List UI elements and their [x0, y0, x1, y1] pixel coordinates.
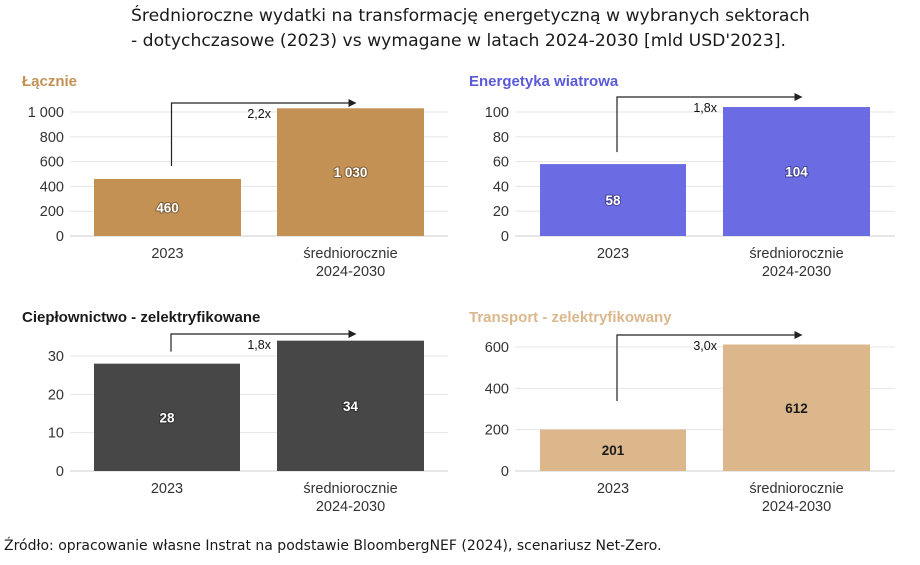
x-tick-label: średniorocznie — [749, 481, 843, 497]
x-tick-label: 2024-2030 — [316, 264, 385, 280]
data-label: 58 — [605, 193, 621, 208]
growth-arrow-head — [348, 330, 357, 338]
growth-arrow-head — [348, 99, 357, 107]
data-label: 104 — [785, 165, 808, 180]
bar — [277, 340, 424, 471]
x-tick-label: 2024-2030 — [316, 499, 385, 515]
y-tick-label: 600 — [40, 155, 64, 171]
x-tick-label: 2023 — [151, 246, 183, 262]
growth-arrow — [170, 333, 351, 352]
x-tick-label: 2023 — [151, 481, 183, 497]
y-tick-label: 0 — [501, 229, 509, 245]
y-tick-label: 600 — [485, 340, 509, 356]
growth-ratio-label: 2,2x — [247, 107, 271, 121]
y-tick-label: 200 — [40, 204, 64, 220]
x-tick-label: średniorocznie — [749, 246, 843, 262]
chart-title: Transport - zelektryfikowany — [469, 309, 672, 326]
y-tick-label: 200 — [485, 423, 509, 439]
y-tick-label: 60 — [493, 155, 509, 171]
data-label: 460 — [156, 200, 179, 215]
growth-arrow-head — [794, 93, 803, 101]
data-label: 1 030 — [334, 165, 368, 180]
chart-panel-4: Transport - zelektryfikowany 0 200 400 600 20… — [469, 309, 895, 515]
data-label: 34 — [343, 399, 359, 414]
data-label: 201 — [602, 443, 625, 458]
chart-title: Ciepłownictwo - zelektryfikowane — [22, 309, 260, 326]
data-label: 612 — [785, 401, 808, 416]
chart-panel-3: Ciepłownictwo - zelektryfikowane 0 10 20 30 2… — [22, 309, 448, 515]
bar — [94, 363, 240, 471]
growth-arrow — [616, 96, 797, 153]
y-tick-label: 20 — [48, 387, 64, 403]
source-note: Źródło: opracowanie własne Instrat na po… — [4, 538, 662, 554]
y-tick-label: 80 — [493, 130, 509, 146]
growth-arrow — [616, 334, 797, 401]
y-tick-label: 400 — [485, 381, 509, 397]
page-title-line-2: - dotychczasowe (2023) vs wymagane w lat… — [131, 31, 787, 51]
y-tick-label: 0 — [56, 229, 64, 245]
y-tick-label: 800 — [40, 130, 64, 146]
page-title: Średnioroczne wydatki na transformację e… — [131, 4, 916, 54]
page-title-line-1: Średnioroczne wydatki na transformację e… — [131, 6, 810, 26]
y-tick-label: 400 — [40, 179, 64, 195]
bar — [540, 164, 686, 236]
growth-ratio-label: 3,0x — [693, 339, 717, 353]
bar — [723, 107, 870, 236]
bar — [94, 178, 241, 236]
x-tick-label: średniorocznie — [303, 246, 397, 262]
chart-title: Łącznie — [22, 73, 77, 90]
y-tick-label: 30 — [48, 349, 64, 365]
growth-arrow — [170, 102, 351, 166]
bar — [277, 108, 424, 236]
x-tick-label: 2023 — [597, 246, 629, 262]
growth-ratio-label: 1,8x — [693, 101, 717, 115]
chart-panel-1: Łącznie 0 200 400 600 800 1 000 460 2023 1 030 śre… — [22, 73, 448, 280]
chart-title: Energetyka wiatrowa — [469, 73, 619, 90]
chart-panel-2: Energetyka wiatrowa 0 20 40 60 80 100 58 2023 104… — [469, 73, 895, 280]
x-tick-label: 2024-2030 — [762, 499, 831, 515]
data-label: 28 — [159, 410, 175, 425]
growth-ratio-label: 1,8x — [247, 338, 271, 352]
y-tick-label: 20 — [493, 204, 509, 220]
x-tick-label: 2023 — [597, 481, 629, 497]
y-tick-label: 0 — [501, 464, 509, 480]
y-tick-label: 10 — [48, 426, 64, 442]
growth-arrow-head — [794, 331, 803, 339]
x-tick-label: średniorocznie — [303, 481, 397, 497]
y-tick-label: 0 — [56, 464, 64, 480]
x-tick-label: 2024-2030 — [762, 264, 831, 280]
y-tick-label: 100 — [485, 105, 509, 121]
bar — [723, 344, 870, 471]
y-tick-label: 40 — [493, 179, 509, 195]
y-tick-label: 1 000 — [28, 105, 64, 121]
bar — [540, 429, 686, 471]
